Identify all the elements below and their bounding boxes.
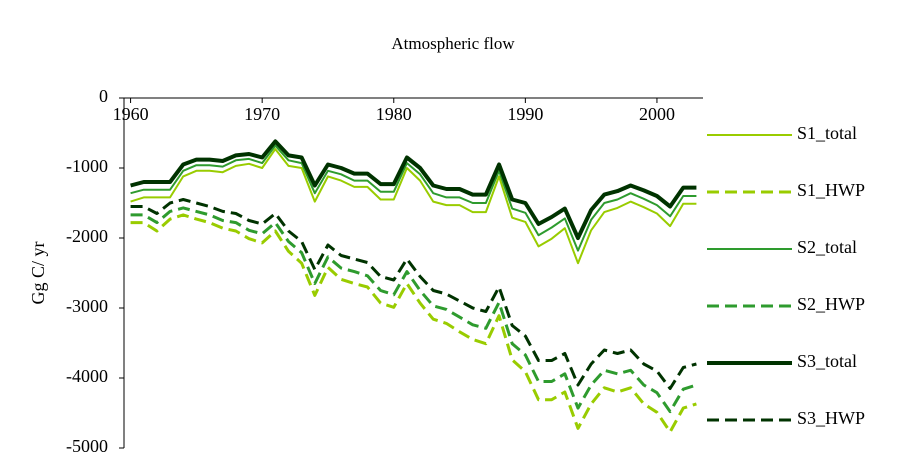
series-line <box>130 148 697 265</box>
y-tick-label: -5000 <box>66 436 108 456</box>
legend-label: S3_HWP <box>797 408 865 428</box>
y-tick-label: 0 <box>99 86 108 106</box>
chart-title: Atmospheric flow <box>391 34 515 53</box>
y-tick-label: -4000 <box>66 366 108 386</box>
series-line <box>130 144 697 252</box>
series-line <box>130 206 697 414</box>
y-tick-label: -3000 <box>66 296 108 316</box>
legend-label: S1_HWP <box>797 180 865 200</box>
x-tick-label: 2000 <box>639 104 675 124</box>
legend-label: S2_HWP <box>797 294 865 314</box>
y-tick-label: -1000 <box>66 156 108 176</box>
y-axis-label: Gg C/ yr <box>28 241 48 304</box>
x-tick-label: 1990 <box>507 104 543 124</box>
x-tick-label: 1970 <box>244 104 280 124</box>
series-line <box>130 198 697 390</box>
series-line <box>130 139 697 240</box>
legend-label: S2_total <box>797 237 857 257</box>
x-tick-label: 1980 <box>376 104 412 124</box>
legend-label: S1_total <box>797 123 857 143</box>
series-line <box>130 213 697 434</box>
x-tick-label: 1960 <box>113 104 149 124</box>
y-tick-label: -2000 <box>66 226 108 246</box>
legend-label: S3_total <box>797 351 857 371</box>
